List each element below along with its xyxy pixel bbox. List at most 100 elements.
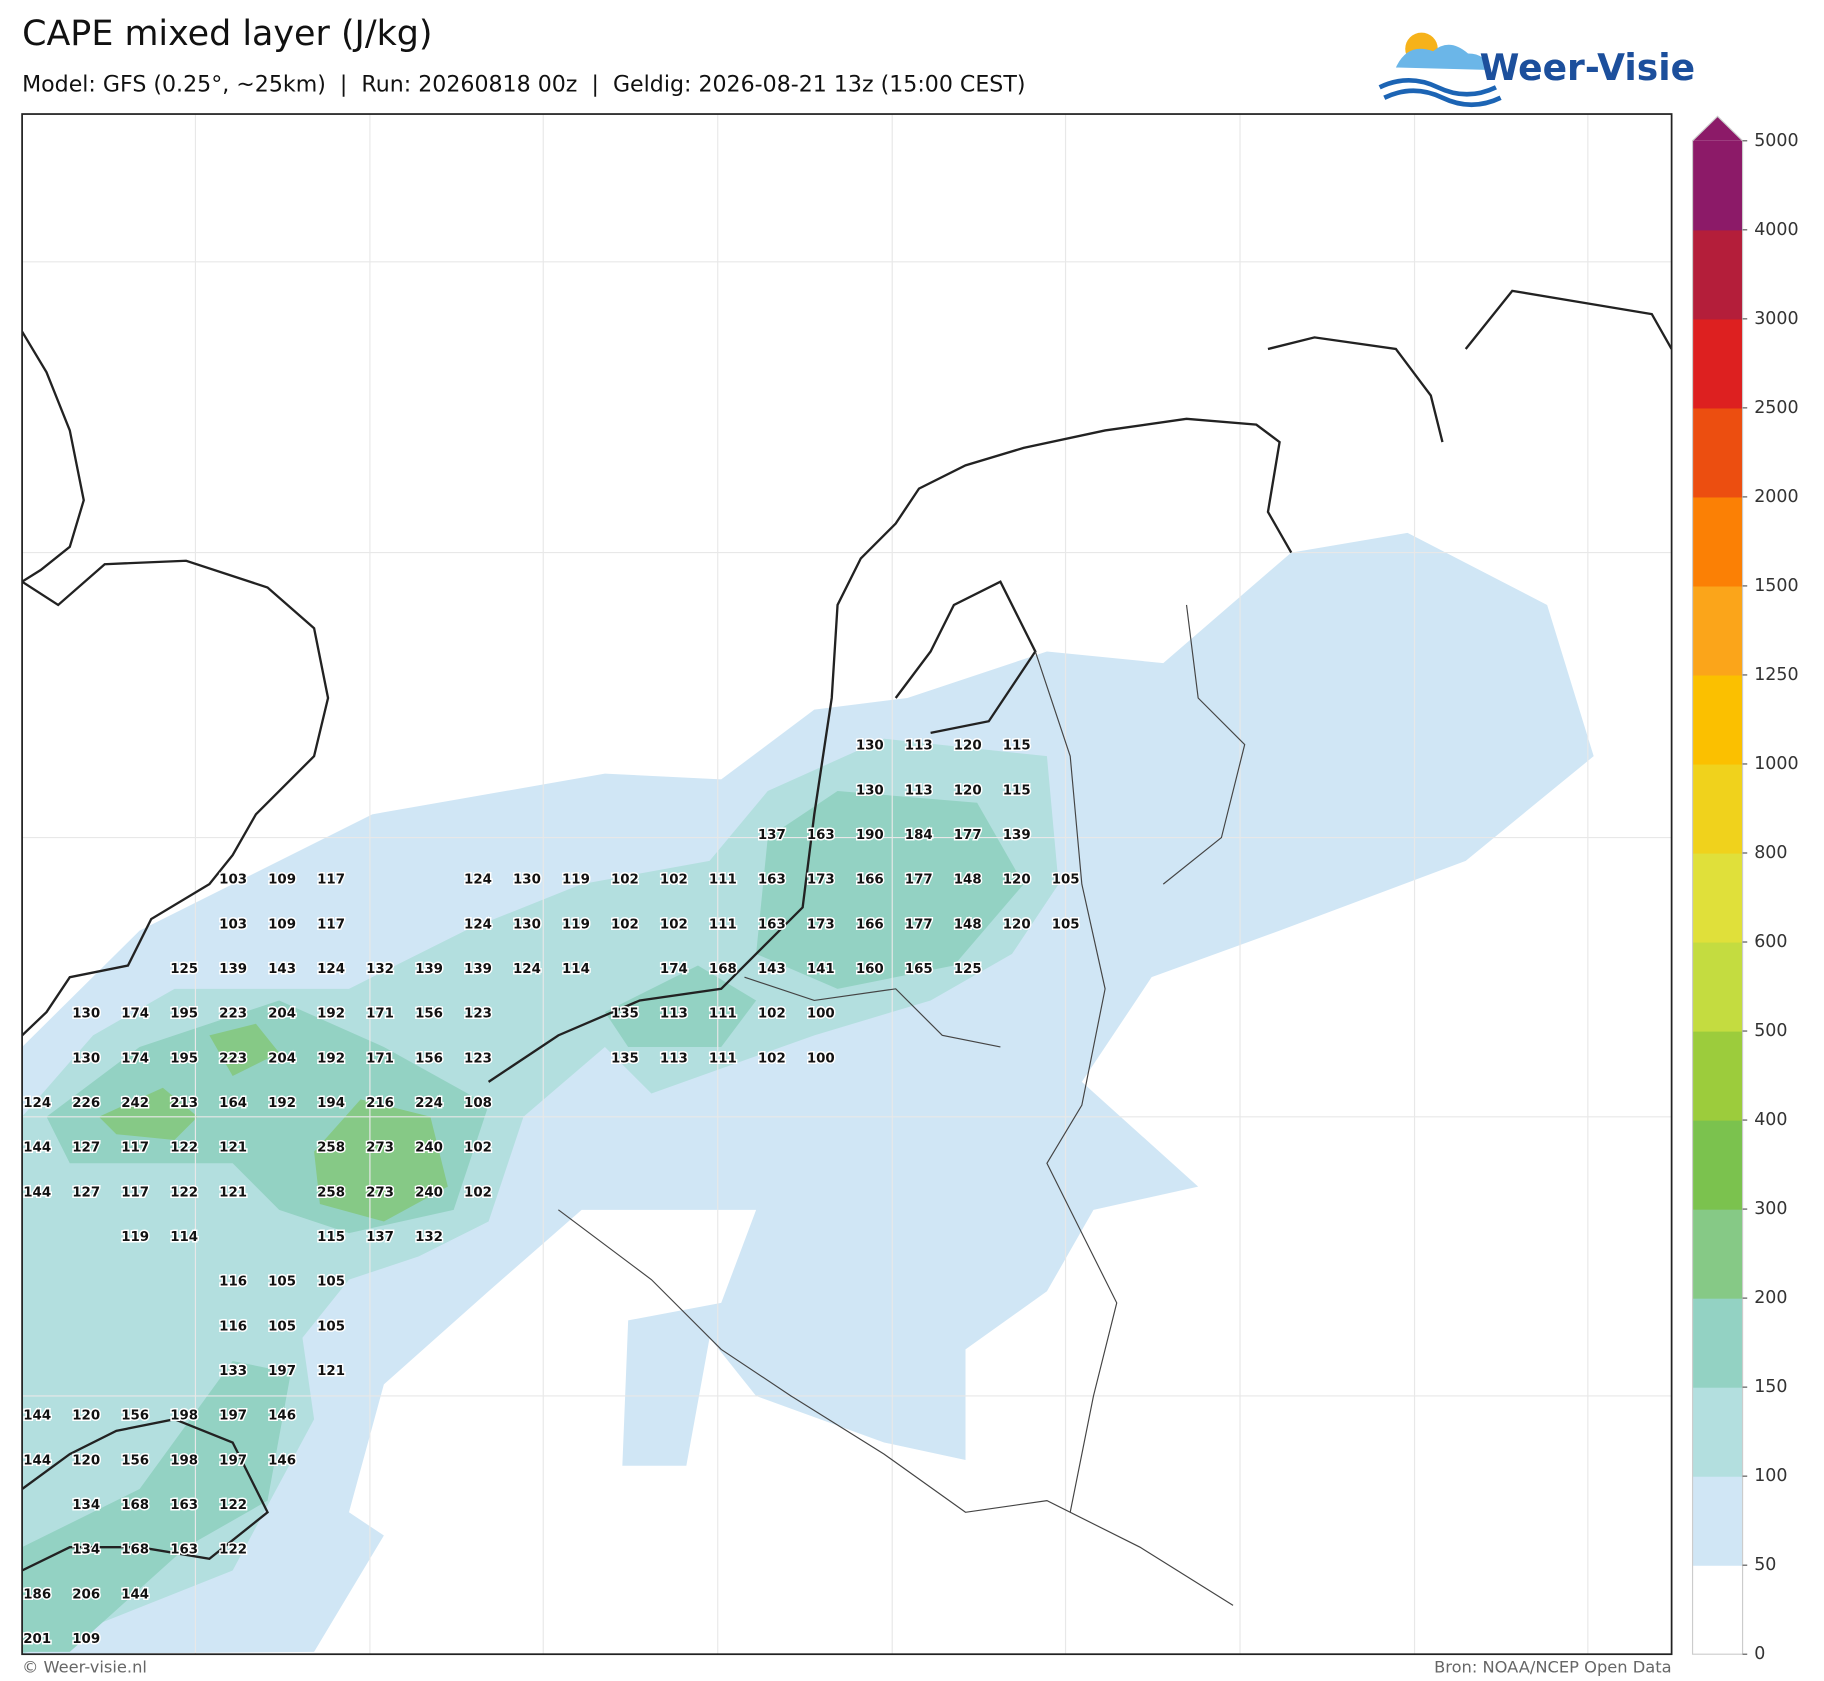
colorbar-segment [1692, 318, 1743, 409]
colorbar-extension [1692, 116, 1743, 141]
coastlines [22, 289, 1672, 1572]
value-label: 164 [219, 1096, 247, 1111]
value-label: 173 [807, 873, 835, 888]
value-label: 122 [170, 1141, 198, 1156]
value-label: 124 [23, 1096, 51, 1111]
value-label: 105 [317, 1275, 345, 1290]
colorbar-segment [1692, 852, 1743, 943]
shade-200-300 [98, 1023, 448, 1222]
value-label: 240 [415, 1141, 443, 1156]
value-label: 117 [317, 917, 345, 932]
value-label: 194 [317, 1096, 345, 1111]
colorbar-tick-label: 300 [1754, 1199, 1787, 1219]
value-label: 224 [415, 1096, 443, 1111]
value-label: 242 [121, 1096, 149, 1111]
value-label: 156 [121, 1453, 149, 1468]
value-label: 135 [611, 1051, 639, 1066]
value-label: 127 [72, 1185, 100, 1200]
value-label: 113 [905, 739, 933, 754]
value-label: 114 [562, 962, 590, 977]
colorbar-tick-label: 150 [1754, 1377, 1787, 1397]
colorbar-tick-label: 0 [1754, 1644, 1765, 1664]
value-label: 105 [317, 1319, 345, 1334]
value-label: 124 [464, 873, 492, 888]
value-label: 204 [268, 1051, 296, 1066]
value-label: 121 [219, 1185, 247, 1200]
value-label: 190 [856, 828, 884, 843]
value-label: 130 [513, 873, 541, 888]
value-label: 109 [72, 1632, 100, 1647]
map: 130 113 120 115 130 113 120 115 137 163 190 184 177 1… [22, 114, 1672, 1655]
value-label: 109 [268, 873, 296, 888]
colorbar-segment [1692, 1120, 1743, 1210]
value-label: 103 [219, 917, 247, 932]
colorbar-segment [1692, 763, 1743, 854]
value-label: 114 [170, 1230, 198, 1245]
value-label: 174 [121, 1051, 149, 1066]
value-label: 168 [709, 962, 737, 977]
value-label: 186 [23, 1587, 51, 1602]
value-label: 102 [758, 1007, 786, 1022]
colorbar-tick-label: 2500 [1754, 398, 1798, 418]
credit: © Weer-visie.nl [22, 1658, 147, 1677]
colorbar-tick-label: 1000 [1754, 754, 1798, 774]
value-label: 168 [121, 1498, 149, 1513]
value-label: 116 [219, 1319, 247, 1334]
value-label: 144 [23, 1141, 51, 1156]
value-label: 195 [170, 1051, 198, 1066]
value-label: 177 [905, 873, 933, 888]
value-label: 102 [660, 873, 688, 888]
colorbar: 0 50 100 150 200 300 400 500 600 800 1000 1250 1500 2… [1691, 115, 1799, 1664]
value-label: 109 [268, 917, 296, 932]
colorbar-tick-label: 3000 [1754, 309, 1798, 329]
value-label: 130 [72, 1051, 100, 1066]
value-label: 117 [317, 873, 345, 888]
colorbar-tick-label: 400 [1754, 1110, 1787, 1130]
value-label: 197 [268, 1364, 296, 1379]
value-label: 121 [219, 1141, 247, 1156]
value-label: 166 [856, 917, 884, 932]
logo-waves [1378, 77, 1502, 108]
value-label: 134 [72, 1498, 100, 1513]
value-label: 216 [366, 1096, 394, 1111]
value-label: 198 [170, 1453, 198, 1468]
colorbar-segment [1692, 140, 1743, 231]
value-label: 141 [807, 962, 835, 977]
value-label: 201 [23, 1632, 51, 1647]
value-label: 197 [219, 1409, 247, 1424]
colorbar-segment [1692, 1209, 1743, 1299]
value-label: 102 [611, 917, 639, 932]
colorbar-outline [1691, 115, 1744, 1655]
value-label: 273 [366, 1141, 394, 1156]
source: Bron: NOAA/NCEP Open Data [1434, 1658, 1672, 1677]
graticule [22, 114, 1672, 1655]
value-label: 148 [954, 917, 982, 932]
value-label: 144 [23, 1185, 51, 1200]
value-label: 132 [415, 1230, 443, 1245]
colorbar-segment [1692, 1298, 1743, 1388]
value-label: 144 [121, 1587, 149, 1602]
value-label: 177 [905, 917, 933, 932]
value-label: 120 [1003, 873, 1031, 888]
value-label: 213 [170, 1096, 198, 1111]
value-label: 120 [72, 1409, 100, 1424]
colorbar-segment [1692, 1565, 1743, 1655]
value-label: 120 [954, 739, 982, 754]
colorbar-segment [1692, 496, 1743, 587]
value-label: 119 [562, 917, 590, 932]
colorbar-tick-label: 800 [1754, 843, 1787, 863]
value-label: 273 [366, 1185, 394, 1200]
value-label: 163 [170, 1498, 198, 1513]
value-label: 173 [807, 917, 835, 932]
shade-50-100 [22, 532, 1594, 1655]
value-label: 124 [464, 917, 492, 932]
colorbar-tick-label: 200 [1754, 1288, 1787, 1308]
value-label: 192 [268, 1096, 296, 1111]
colorbar-segment [1692, 1031, 1743, 1121]
value-label: 130 [513, 917, 541, 932]
value-label: 171 [366, 1051, 394, 1066]
colorbar-tick-label: 5000 [1754, 131, 1798, 151]
value-label: 123 [464, 1051, 492, 1066]
value-label: 135 [611, 1007, 639, 1022]
